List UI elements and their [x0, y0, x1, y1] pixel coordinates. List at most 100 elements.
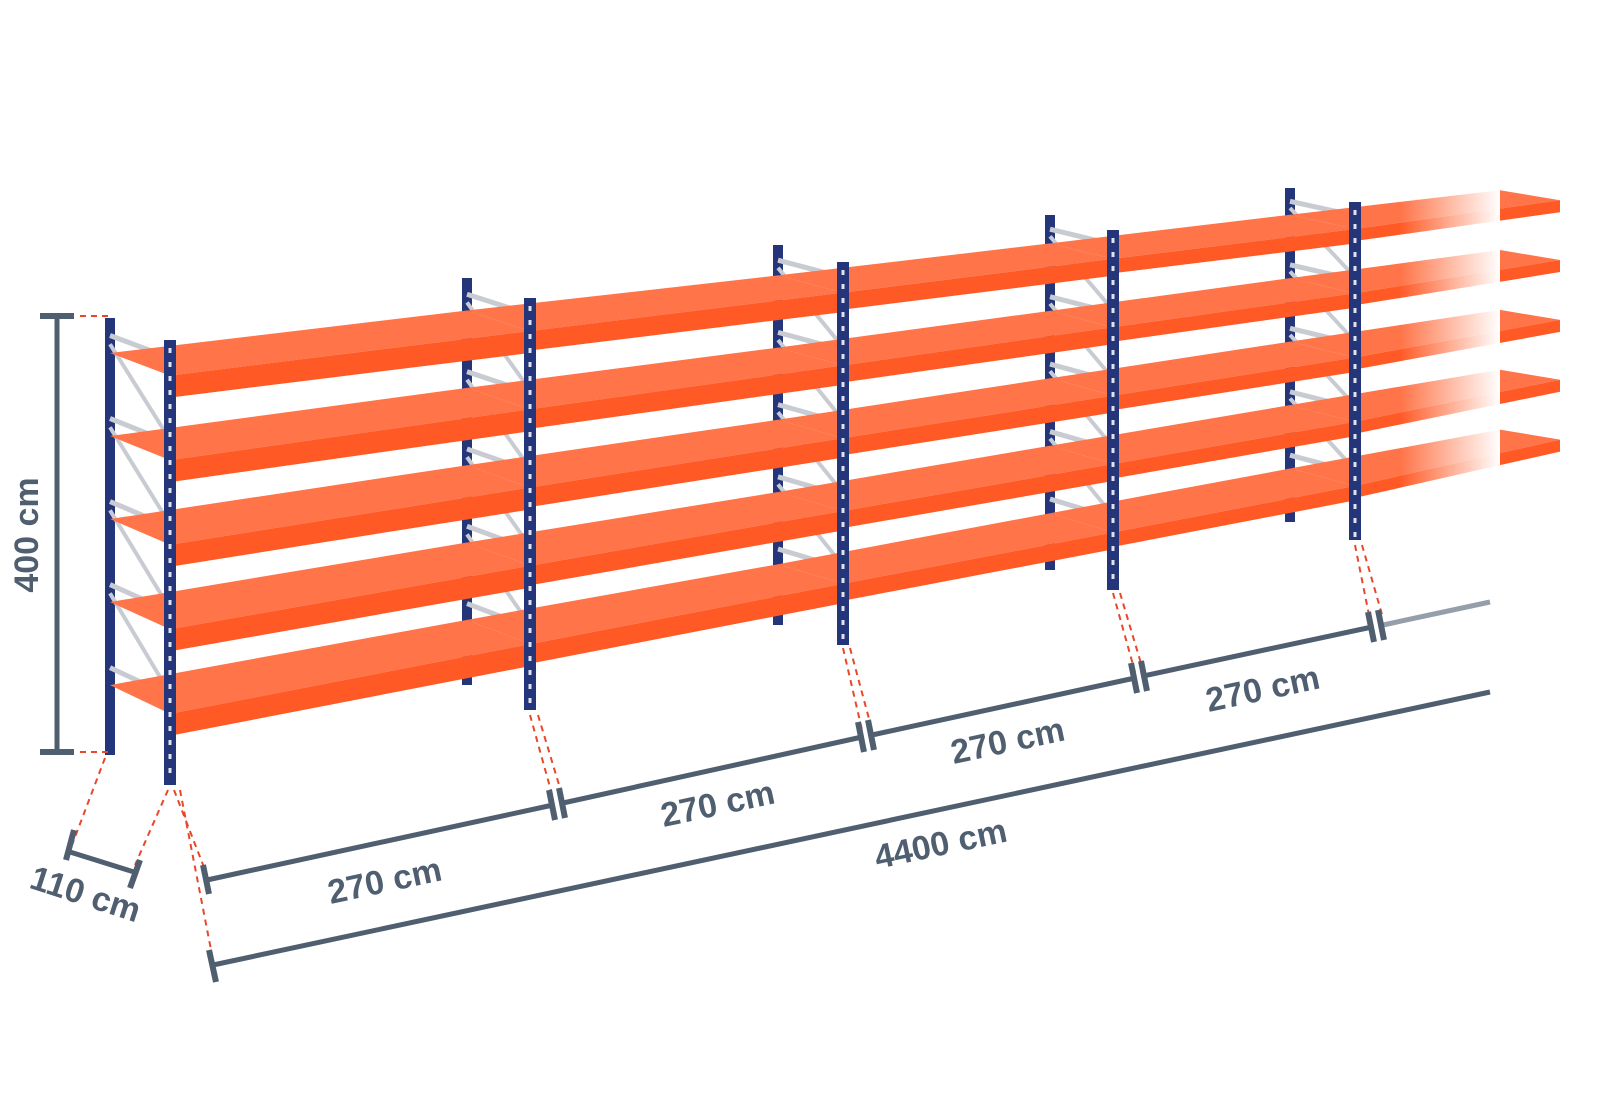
upright-slot	[168, 628, 172, 633]
upright-slot	[528, 418, 532, 423]
upright-slot	[1111, 476, 1115, 481]
shelf-deck	[467, 564, 843, 645]
upright-slot	[168, 418, 172, 423]
upright-slot	[841, 620, 845, 625]
upright-slot	[1353, 392, 1357, 397]
upright-slot	[1111, 322, 1115, 327]
upright-slot	[528, 544, 532, 549]
upright-slot	[528, 684, 532, 689]
upright-slot	[1353, 364, 1357, 369]
upright-slot	[1353, 434, 1357, 439]
upright-slot	[1111, 392, 1115, 397]
upright-slot	[168, 516, 172, 521]
shelf-front-beam	[170, 487, 530, 567]
upright-slot	[168, 390, 172, 395]
upright-slot	[841, 508, 845, 513]
upright-slot	[528, 698, 532, 703]
upright-slot	[528, 390, 532, 395]
upright-slot	[528, 502, 532, 507]
upright-slot	[841, 298, 845, 303]
upright-slot	[841, 326, 845, 331]
upright-slot	[1353, 336, 1357, 341]
shelf-deck	[110, 387, 530, 461]
upright-slot	[841, 536, 845, 541]
upright-slot	[528, 362, 532, 367]
shelf-deck	[778, 243, 1113, 293]
upright-slot	[1111, 518, 1115, 523]
bay-width-label-3: 270 cm	[947, 711, 1068, 772]
upright-slot	[841, 480, 845, 485]
upright-slot	[168, 488, 172, 493]
upright-slot	[1111, 350, 1115, 355]
shelf-deck	[1050, 405, 1355, 464]
upright-slot	[1353, 224, 1357, 229]
back-upright	[105, 318, 115, 755]
diagonal-brace	[108, 343, 168, 435]
upright-slot	[841, 340, 845, 345]
upright-slot	[1111, 546, 1115, 551]
upright-slot	[528, 516, 532, 521]
upright-slot	[1353, 308, 1357, 313]
upright-slot	[1111, 504, 1115, 509]
upright-slot	[1353, 490, 1357, 495]
shelf-deck	[110, 619, 530, 714]
upright-slot	[1353, 322, 1357, 327]
upright-slot	[1111, 462, 1115, 467]
shelf-front-beam	[170, 565, 530, 652]
bay-width-label-2: 270 cm	[657, 774, 778, 835]
upright-slot	[168, 544, 172, 549]
bay-width-label-4: 270 cm	[1202, 659, 1323, 720]
upright-slot	[1111, 406, 1115, 411]
upright-slot	[528, 656, 532, 661]
shelf-front-beam	[1113, 229, 1355, 274]
shelf-deck	[467, 419, 843, 488]
upright-slot	[1353, 462, 1357, 467]
upright-slot	[168, 530, 172, 535]
upright-slot	[528, 460, 532, 465]
upright-slot	[168, 432, 172, 437]
upright-slot	[1111, 238, 1115, 243]
upright-slot	[1111, 266, 1115, 271]
upright-slot	[1111, 574, 1115, 579]
upright-slot	[528, 530, 532, 535]
front-upright	[1349, 202, 1361, 540]
upright-slot	[168, 656, 172, 661]
upright-slot	[1353, 518, 1357, 523]
shelf-front-beam	[530, 510, 843, 586]
depth-dimension: 110 cm	[26, 829, 145, 930]
upright-slot	[528, 446, 532, 451]
upright-slot	[528, 670, 532, 675]
upright-slot	[841, 410, 845, 415]
upright-slot	[841, 438, 845, 443]
upright-slot	[168, 698, 172, 703]
upright-slot	[1353, 476, 1357, 481]
shelf-front-beam	[530, 365, 843, 429]
shelf-front-beam	[843, 532, 1113, 601]
shelf-deck	[778, 378, 1113, 439]
upright-slot	[168, 684, 172, 689]
upright-slot	[1353, 406, 1357, 411]
shelf-front-beam	[530, 292, 843, 351]
upright-slot	[841, 452, 845, 457]
upright-slot	[1353, 266, 1357, 271]
guide-lines	[71, 315, 1384, 961]
shelf-deck	[1050, 214, 1355, 259]
upright-slot	[1111, 420, 1115, 425]
upright-slot	[528, 600, 532, 605]
upright-slot	[168, 460, 172, 465]
diagonal-brace	[108, 426, 168, 520]
upright-slot	[528, 614, 532, 619]
upright-slot	[528, 432, 532, 437]
upright-slot	[1111, 336, 1115, 341]
upright-slot	[1111, 560, 1115, 565]
height-label: 400 cm	[8, 477, 46, 592]
upright-slot	[168, 768, 172, 773]
upright-slot	[528, 334, 532, 339]
shelf-deck	[1050, 468, 1355, 533]
upright-slot	[841, 578, 845, 583]
upright-slot	[841, 284, 845, 289]
height-dimension: 400 cm	[8, 313, 74, 755]
upright-slot	[168, 446, 172, 451]
upright-slot	[841, 634, 845, 639]
shelf-front-beam	[170, 409, 530, 483]
